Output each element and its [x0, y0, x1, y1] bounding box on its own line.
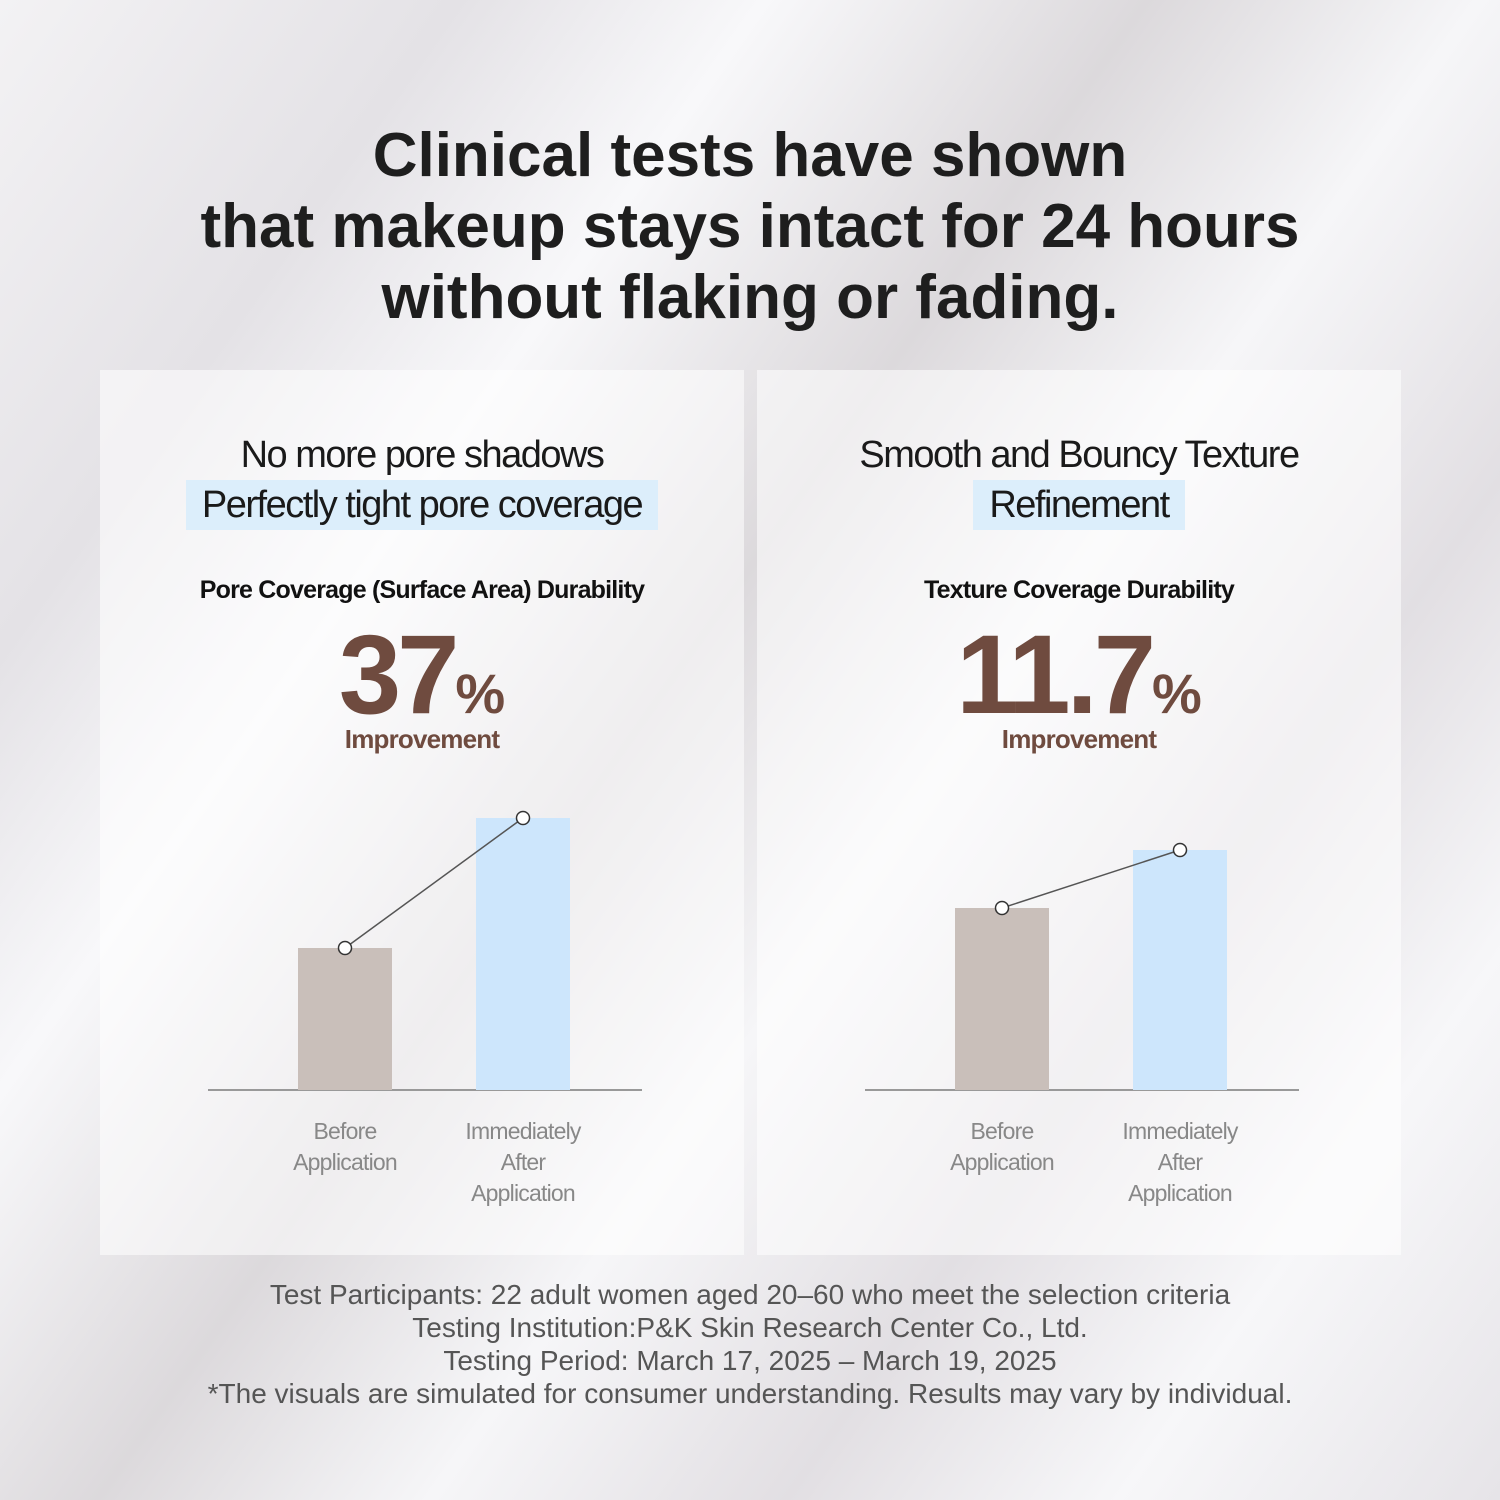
stat-caption: Improvement: [1001, 724, 1157, 754]
bar: [955, 908, 1049, 1090]
stat-unit: %: [1152, 662, 1202, 725]
footnotes: Test Participants: 22 adult women aged 2…: [0, 1278, 1500, 1410]
panel: No more pore shadows Perfectly tight pore…: [100, 370, 744, 1255]
bar-chart: [208, 810, 642, 1091]
bar: [476, 818, 570, 1090]
headline-text: No more pore shadows: [240, 434, 605, 476]
footnote: Test Participants: 22 adult women aged 2…: [269, 1279, 1231, 1310]
title-line: that makeup stays intact for 24 hours: [200, 192, 1300, 261]
metric-title: Texture Coverage Durability: [924, 576, 1235, 604]
bar: [1133, 850, 1227, 1090]
metric-title: Pore Coverage (Surface Area) Durability: [199, 576, 645, 604]
x-tick-label: Before Application: [950, 1118, 1055, 1175]
headline: No more pore shadows: [100, 434, 744, 477]
stat: 11.7%: [757, 610, 1401, 739]
x-tick-label: Immediately After Application: [465, 1118, 581, 1206]
stat-number: 37: [338, 612, 460, 737]
headline: Perfectly tight pore coverage: [100, 480, 744, 530]
headline: Smooth and Bouncy Texture: [757, 434, 1401, 477]
point-marker: [337, 940, 353, 956]
bar: [298, 948, 392, 1090]
footnote: Testing Institution:P&K Skin Research Ce…: [412, 1312, 1088, 1343]
x-tick-label: Immediately After Application: [1122, 1118, 1238, 1206]
stat-unit: %: [455, 662, 506, 725]
stat-caption: Improvement: [344, 724, 500, 754]
point-marker: [994, 900, 1010, 916]
headline: Refinement: [757, 480, 1401, 530]
stat: 37%: [100, 610, 744, 739]
panel: Smooth and Bouncy Texture Refinement Textu…: [757, 370, 1401, 1255]
headline-text: Perfectly tight pore coverage: [185, 480, 659, 530]
point-marker: [515, 810, 531, 826]
title-line: without flaking or fading.: [381, 263, 1119, 332]
footnote: *The visuals are simulated for consumer …: [207, 1378, 1293, 1409]
headline-text: Smooth and Bouncy Texture: [859, 434, 1300, 476]
headline-text: Refinement: [973, 480, 1185, 530]
bar-chart: [865, 842, 1299, 1091]
x-tick-label: Before Application: [293, 1118, 398, 1175]
connector-line: [1001, 849, 1181, 909]
stat-number: 11.7: [956, 612, 1156, 737]
title-line: Clinical tests have shown: [372, 121, 1128, 190]
footnote: Testing Period: March 17, 2025 – March 1…: [443, 1345, 1057, 1376]
title: Clinical tests have shown that makeup sta…: [0, 120, 1500, 333]
connector-line: [344, 817, 524, 949]
point-marker: [1172, 842, 1188, 858]
